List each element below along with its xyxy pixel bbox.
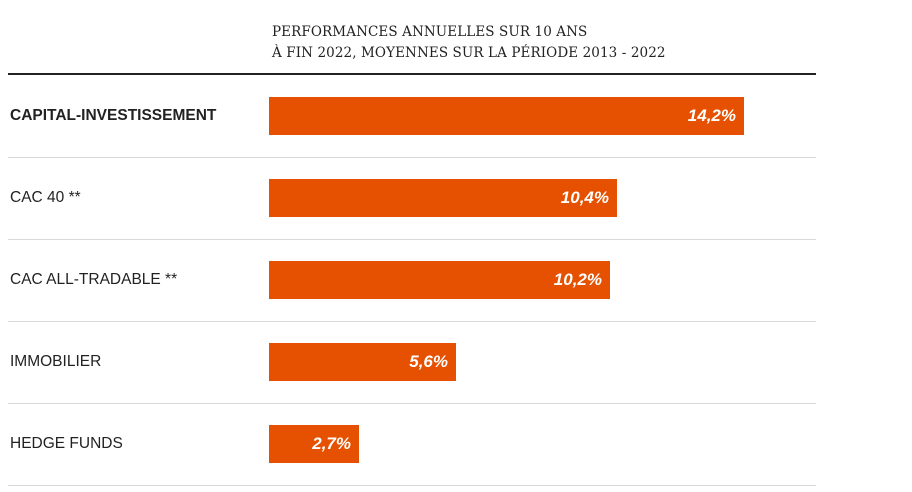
bar-value-label: 10,4% (560, 188, 609, 207)
bar-value-label: 10,2% (553, 270, 602, 289)
bar-row: CAC ALL-TRADABLE ** 10,2% (8, 239, 816, 322)
bar-value-label: 2,7% (312, 434, 351, 453)
bar: 2,7% (269, 425, 359, 463)
category-label: IMMOBILIER (10, 353, 102, 370)
chart-title: PERFORMANCES ANNUELLES SUR 10 ANS (272, 24, 588, 40)
category-label: CAC 40 ** (10, 189, 81, 206)
bar-row: HEDGE FUNDS 2,7% (8, 403, 816, 486)
chart-subtitle: À FIN 2022, MOYENNES SUR LA PÉRIODE 2013… (272, 45, 666, 61)
category-label: HEDGE FUNDS (10, 435, 123, 452)
category-label: CAC ALL-TRADABLE ** (10, 271, 178, 288)
top-rule (8, 73, 816, 75)
bar-value-label: 14,2% (687, 106, 736, 125)
bar-row: CAC 40 ** 10,4% (8, 157, 816, 240)
bar-row: IMMOBILIER 5,6% (8, 321, 816, 404)
category-label: CAPITAL-INVESTISSEMENT (10, 107, 217, 124)
bar: 5,6% (269, 343, 456, 381)
bar-value-label: 5,6% (409, 352, 448, 371)
bar: 10,2% (269, 261, 610, 299)
chart-title-block: PERFORMANCES ANNUELLES SUR 10 ANS À FIN … (272, 22, 666, 64)
bar: 14,2% (269, 97, 744, 135)
bar-row: CAPITAL-INVESTISSEMENT 14,2% (8, 75, 816, 158)
bar: 10,4% (269, 179, 617, 217)
